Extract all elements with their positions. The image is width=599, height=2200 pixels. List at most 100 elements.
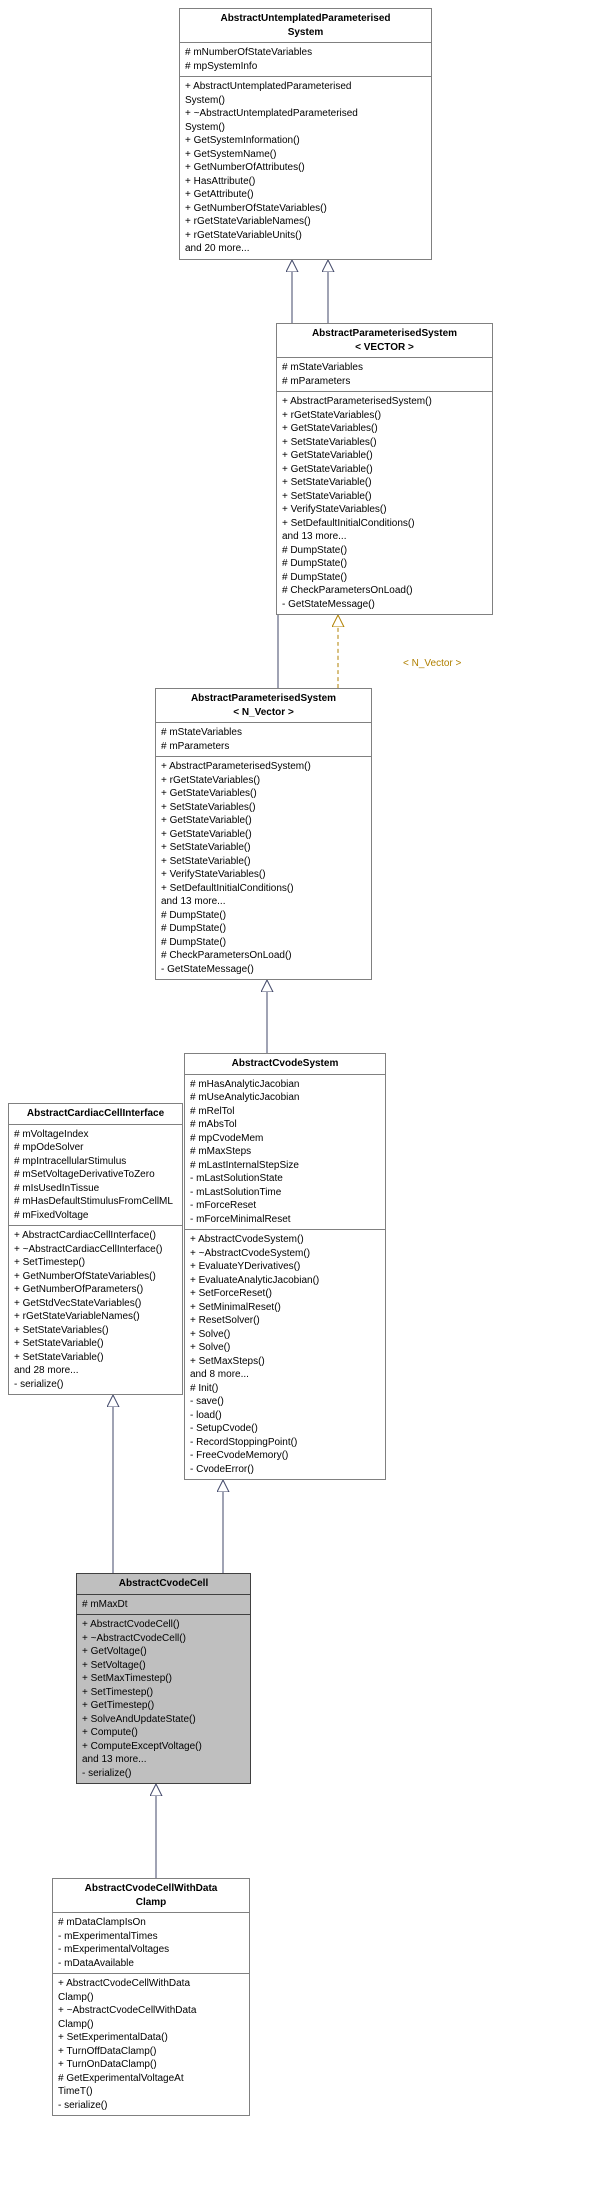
member-row: + GetSystemInformation() <box>185 134 426 148</box>
member-row: + Compute() <box>82 1726 245 1740</box>
member-row: and 13 more... <box>161 895 366 909</box>
class-title: AbstractUntemplatedParameterised System <box>180 9 431 43</box>
member-row: # mHasAnalyticJacobian <box>190 1078 380 1092</box>
member-row: - mExperimentalVoltages <box>58 1943 244 1957</box>
member-row: + SetMaxSteps() <box>190 1355 380 1369</box>
member-row: # Init() <box>190 1382 380 1396</box>
member-row: - serialize() <box>58 2099 244 2113</box>
class-aups[interactable]: AbstractUntemplatedParameterised System #… <box>179 8 432 260</box>
class-aps_vector[interactable]: AbstractParameterisedSystem < VECTOR > # … <box>276 323 493 615</box>
member-row: - serialize() <box>14 1378 177 1392</box>
class-section: + AbstractCvodeCellWithData Clamp()+ ~Ab… <box>53 1974 249 2115</box>
member-row: + rGetStateVariableNames() <box>14 1310 177 1324</box>
class-section: # mStateVariables# mParameters <box>156 723 371 757</box>
member-row: # GetExperimentalVoltageAt TimeT() <box>58 2072 244 2099</box>
member-row: + GetStateVariable() <box>161 814 366 828</box>
member-row: + SetStateVariable() <box>282 490 487 504</box>
member-row: + ~AbstractCardiacCellInterface() <box>14 1243 177 1257</box>
member-row: # mpSystemInfo <box>185 60 426 74</box>
member-row: # CheckParametersOnLoad() <box>282 584 487 598</box>
member-row: # mRelTol <box>190 1105 380 1119</box>
member-row: - RecordStoppingPoint() <box>190 1436 380 1450</box>
member-row: and 8 more... <box>190 1368 380 1382</box>
member-row: + ComputeExceptVoltage() <box>82 1740 245 1754</box>
member-row: # DumpState() <box>282 571 487 585</box>
member-row: # mpCvodeMem <box>190 1132 380 1146</box>
member-row: + SetExperimentalData() <box>58 2031 244 2045</box>
member-row: + Solve() <box>190 1328 380 1342</box>
member-row: - mExperimentalTimes <box>58 1930 244 1944</box>
member-row: # DumpState() <box>282 544 487 558</box>
member-row: # mpIntracellularStimulus <box>14 1155 177 1169</box>
class-section: + AbstractCvodeSystem()+ ~AbstractCvodeS… <box>185 1230 385 1479</box>
member-row: # mIsUsedInTissue <box>14 1182 177 1196</box>
member-row: + GetNumberOfParameters() <box>14 1283 177 1297</box>
member-row: + SetMinimalReset() <box>190 1301 380 1315</box>
member-row: + SetStateVariables() <box>282 436 487 450</box>
member-row: + rGetStateVariables() <box>282 409 487 423</box>
class-title: AbstractParameterisedSystem < N_Vector > <box>156 689 371 723</box>
member-row: # mDataClampIsOn <box>58 1916 244 1930</box>
member-row: - GetStateMessage() <box>282 598 487 612</box>
member-row: + rGetStateVariables() <box>161 774 366 788</box>
member-row: # DumpState() <box>161 922 366 936</box>
member-row: + SetStateVariable() <box>14 1337 177 1351</box>
member-row: + SetStateVariable() <box>282 476 487 490</box>
class-section: + AbstractParameterisedSystem()+ rGetSta… <box>156 757 371 979</box>
class-acc[interactable]: AbstractCvodeCell# mMaxDt+ AbstractCvode… <box>76 1573 251 1784</box>
member-row: + AbstractParameterisedSystem() <box>282 395 487 409</box>
member-row: + GetVoltage() <box>82 1645 245 1659</box>
member-row: # mStateVariables <box>161 726 366 740</box>
class-acci[interactable]: AbstractCardiacCellInterface# mVoltageIn… <box>8 1103 183 1395</box>
class-title: AbstractCvodeSystem <box>185 1054 385 1075</box>
member-row: + SetStateVariables() <box>161 801 366 815</box>
member-row: - CvodeError() <box>190 1463 380 1477</box>
member-row: and 28 more... <box>14 1364 177 1378</box>
member-row: + SetStateVariable() <box>161 841 366 855</box>
class-section: + AbstractParameterisedSystem()+ rGetSta… <box>277 392 492 614</box>
member-row: + GetStateVariables() <box>282 422 487 436</box>
member-row: - mForceReset <box>190 1199 380 1213</box>
member-row: + ~AbstractCvodeSystem() <box>190 1247 380 1261</box>
member-row: + SetStateVariables() <box>14 1324 177 1338</box>
class-section: + AbstractCvodeCell()+ ~AbstractCvodeCel… <box>77 1615 250 1783</box>
uml-diagram: AbstractUntemplatedParameterised System #… <box>8 8 591 2192</box>
member-row: # mMaxSteps <box>190 1145 380 1159</box>
class-aps_nvector[interactable]: AbstractParameterisedSystem < N_Vector >… <box>155 688 372 980</box>
member-row: + SetStateVariable() <box>14 1351 177 1365</box>
member-row: + GetNumberOfStateVariables() <box>14 1270 177 1284</box>
member-row: # mStateVariables <box>282 361 487 375</box>
member-row: + rGetStateVariableNames() <box>185 215 426 229</box>
class-accwdc[interactable]: AbstractCvodeCellWithData Clamp# mDataCl… <box>52 1878 250 2116</box>
member-row: + SetVoltage() <box>82 1659 245 1673</box>
member-row: + SetDefaultInitialConditions() <box>282 517 487 531</box>
member-row: # CheckParametersOnLoad() <box>161 949 366 963</box>
member-row: # mpOdeSolver <box>14 1141 177 1155</box>
member-row: # mMaxDt <box>82 1598 245 1612</box>
member-row: + EvaluateYDerivatives() <box>190 1260 380 1274</box>
member-row: + GetStdVecStateVariables() <box>14 1297 177 1311</box>
member-row: and 13 more... <box>282 530 487 544</box>
member-row: + SetMaxTimestep() <box>82 1672 245 1686</box>
class-section: # mVoltageIndex# mpOdeSolver# mpIntracel… <box>9 1125 182 1227</box>
class-title: AbstractParameterisedSystem < VECTOR > <box>277 324 492 358</box>
member-row: + ResetSolver() <box>190 1314 380 1328</box>
member-row: + GetStateVariables() <box>161 787 366 801</box>
member-row: + GetNumberOfStateVariables() <box>185 202 426 216</box>
member-row: + SetDefaultInitialConditions() <box>161 882 366 896</box>
class-title: AbstractCvodeCellWithData Clamp <box>53 1879 249 1913</box>
class-section: # mDataClampIsOn- mExperimentalTimes- mE… <box>53 1913 249 1974</box>
member-row: + AbstractUntemplatedParameterised Syste… <box>185 80 426 107</box>
member-row: - mForceMinimalReset <box>190 1213 380 1227</box>
template-label: < N_Vector > <box>403 658 461 669</box>
member-row: + AbstractCvodeCellWithData Clamp() <box>58 1977 244 2004</box>
class-acs[interactable]: AbstractCvodeSystem # mHasAnalyticJacobia… <box>184 1053 386 1480</box>
member-row: - mLastSolutionState <box>190 1172 380 1186</box>
member-row: and 13 more... <box>82 1753 245 1767</box>
member-row: # mAbsTol <box>190 1118 380 1132</box>
member-row: + SetTimestep() <box>82 1686 245 1700</box>
member-row: - mDataAvailable <box>58 1957 244 1971</box>
member-row: + AbstractCvodeSystem() <box>190 1233 380 1247</box>
member-row: + VerifyStateVariables() <box>282 503 487 517</box>
member-row: # mParameters <box>161 740 366 754</box>
